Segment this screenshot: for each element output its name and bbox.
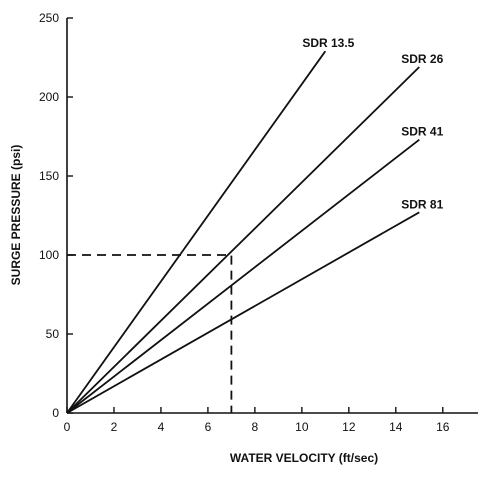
y-tick-label: 250 [39, 11, 59, 25]
series-line-2 [66, 66, 420, 414]
y-tick-label: 50 [46, 327, 60, 341]
series: SDR 13.5 SDR 26 SDR 41 SDR 81 [66, 36, 444, 414]
series-line-3 [66, 138, 420, 414]
y-axis-title: SURGE PRESSURE (psi) [9, 145, 23, 286]
y-tick-label: 200 [39, 90, 59, 104]
x-tick-label: 0 [64, 420, 71, 434]
x-tick-label: 10 [295, 420, 309, 434]
series-label-3: SDR 41 [401, 125, 443, 139]
y-tick-label: 100 [39, 248, 59, 262]
y-tick-label: 0 [52, 406, 59, 420]
series-label-4: SDR 81 [401, 197, 443, 211]
x-axis-title: WATER VELOCITY (ft/sec) [230, 451, 378, 465]
x-tick-label: 16 [436, 420, 450, 434]
x-tick-label: 4 [158, 420, 165, 434]
series-label-2: SDR 26 [401, 52, 443, 66]
x-tick-label: 12 [342, 420, 356, 434]
ticks: 0 2 4 6 8 10 12 14 16 0 50 100 150 200 250 [39, 11, 450, 434]
x-tick-label: 14 [389, 420, 403, 434]
series-line-4 [66, 211, 420, 414]
x-tick-label: 2 [111, 420, 118, 434]
series-label-1: SDR 13.5 [302, 36, 354, 50]
series-line-1 [66, 50, 327, 414]
x-tick-label: 6 [205, 420, 212, 434]
x-tick-label: 8 [252, 420, 259, 434]
y-tick-label: 150 [39, 169, 59, 183]
axes [66, 18, 478, 414]
